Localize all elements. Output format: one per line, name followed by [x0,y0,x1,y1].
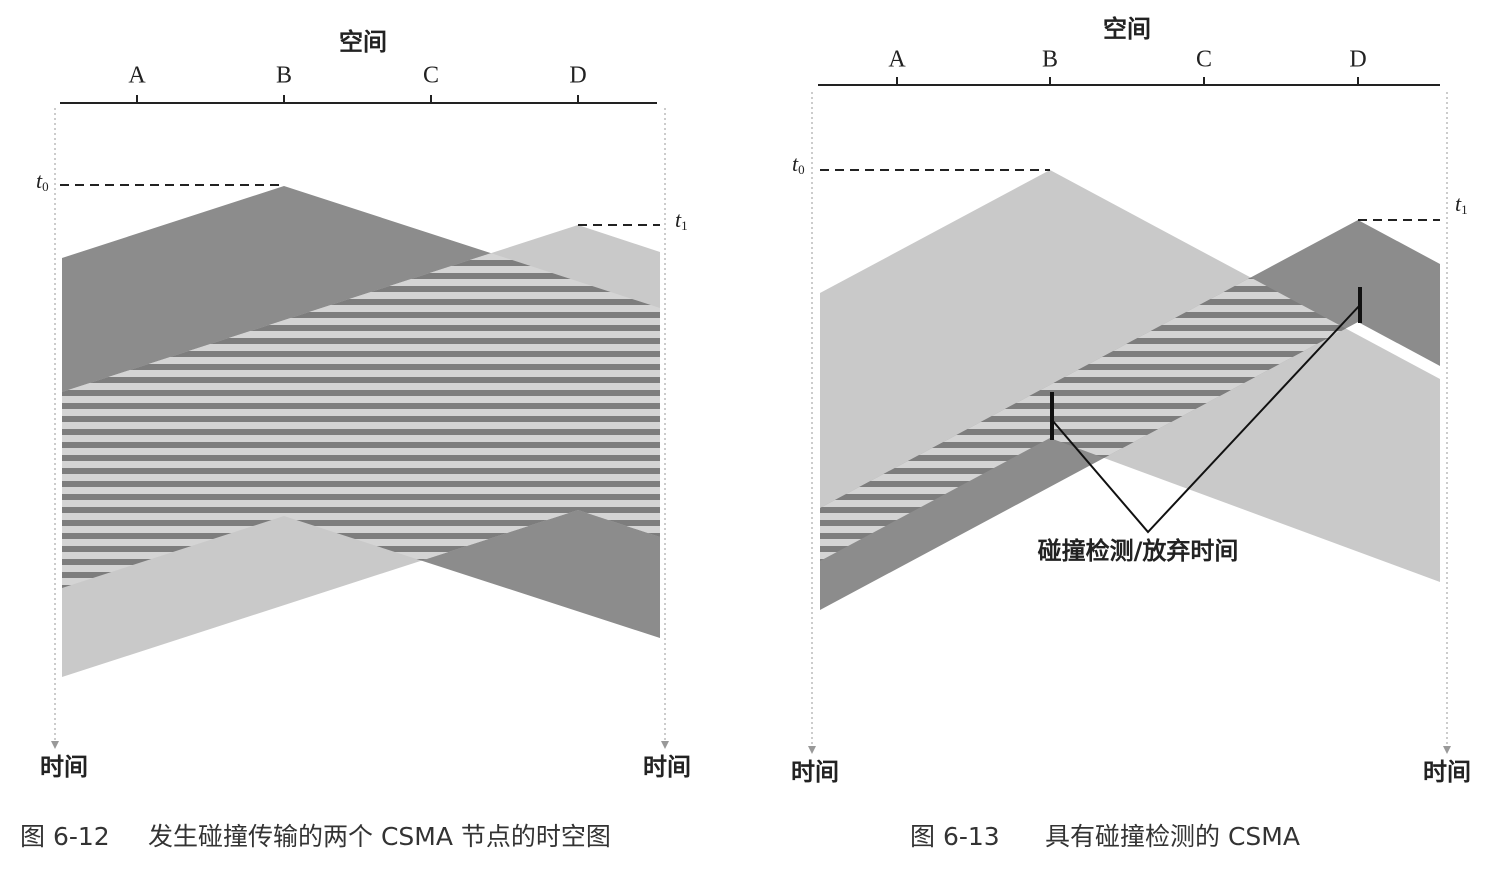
node-label: D [569,63,586,89]
t0-label: t0 [36,168,49,194]
time-label: 时间 [643,753,691,781]
figure-6-12: 空间 A B C D t0 t1 时间 时间 图 6-12 发生碰撞传输的两个 … [20,28,691,851]
caption-text: 具有碰撞检测的 CSMA [1045,822,1300,851]
node-label: A [128,63,146,89]
caption-text: 发生碰撞传输的两个 CSMA 节点的时空图 [148,822,611,851]
time-label: 时间 [40,753,88,781]
t0-label: t0 [792,151,805,177]
node-label: C [1196,47,1212,73]
space-label: 空间 [1103,15,1151,43]
node-ticks [136,95,579,103]
node-label: A [888,47,906,73]
time-label: 时间 [791,758,839,786]
caption-number: 图 6-12 [20,822,110,851]
annotation: 碰撞检测/放弃时间 [1038,537,1239,565]
node-label: B [1042,47,1058,73]
annotation-leader [1051,304,1361,534]
node-label: D [1349,47,1366,73]
time-label: 时间 [1423,758,1471,786]
node-ticks [896,77,1359,85]
figure-6-13: 空间 A B C D t0 t1 碰撞检测/放弃时间 时间 时间 图 6-13 … [791,15,1471,851]
space-label: 空间 [339,28,387,56]
caption-number: 图 6-13 [910,822,1000,851]
t1-label: t1 [1455,191,1468,217]
node-label: B [276,63,292,89]
node-label: C [423,63,439,89]
t1-label: t1 [675,207,688,233]
